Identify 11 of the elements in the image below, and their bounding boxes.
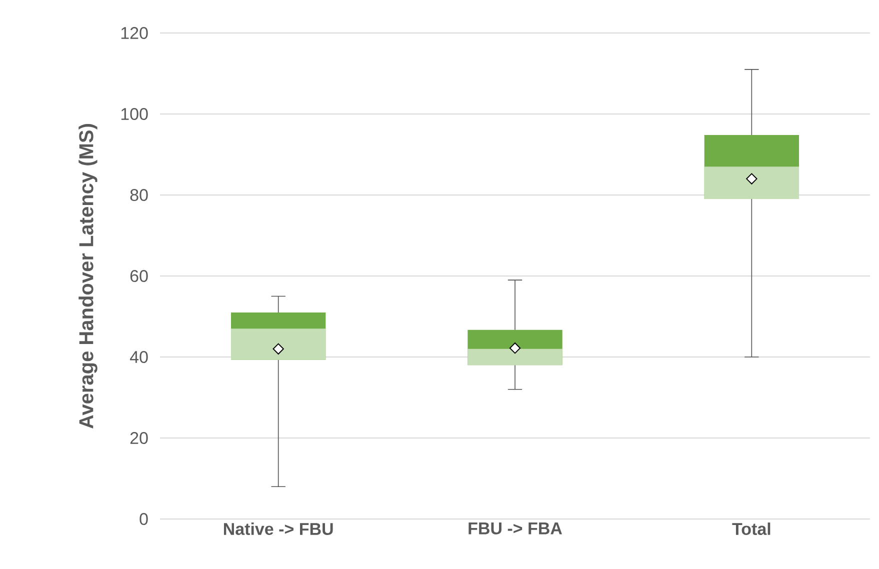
y-tick-label: 100 — [121, 108, 148, 120]
x-tick-label: FBU -> FBA — [468, 522, 562, 534]
y-tick-label: 40 — [130, 350, 148, 364]
y-axis-title: Average Handover Latency (MS) — [78, 124, 98, 429]
y-tick-label: 120 — [121, 26, 148, 40]
y-tick-label: 80 — [130, 188, 148, 202]
y-tick-label: 0 — [140, 512, 148, 526]
x-tick-label: Total — [732, 522, 770, 536]
y-tick-label: 60 — [130, 270, 148, 282]
x-tick-label: Native -> FBU — [224, 522, 333, 536]
y-tick-label: 20 — [130, 432, 148, 444]
